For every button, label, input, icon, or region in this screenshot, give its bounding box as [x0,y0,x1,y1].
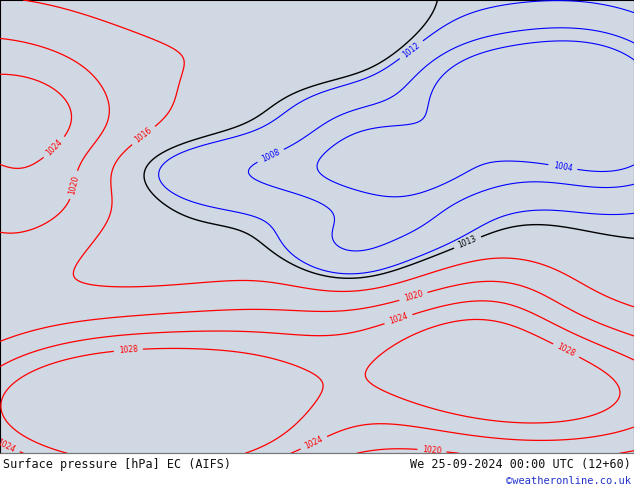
Text: ©weatheronline.co.uk: ©weatheronline.co.uk [506,476,631,486]
Text: 1020: 1020 [422,445,442,456]
Text: 1020: 1020 [403,290,424,303]
Text: 1020: 1020 [67,174,81,196]
Text: 1024: 1024 [303,435,325,451]
Text: 1028: 1028 [555,342,577,359]
Text: 1004: 1004 [553,161,573,173]
Text: 1008: 1008 [260,147,281,164]
Text: 1016: 1016 [133,126,154,145]
Text: Surface pressure [hPa] EC (AIFS): Surface pressure [hPa] EC (AIFS) [3,458,231,471]
Text: 1024: 1024 [388,312,409,326]
Text: 1028: 1028 [119,345,138,355]
Text: 1012: 1012 [401,40,422,59]
Text: 1024: 1024 [44,138,65,158]
Text: 1013: 1013 [457,235,478,250]
Text: 1024: 1024 [0,438,17,454]
Text: We 25-09-2024 00:00 UTC (12+60): We 25-09-2024 00:00 UTC (12+60) [410,458,631,471]
